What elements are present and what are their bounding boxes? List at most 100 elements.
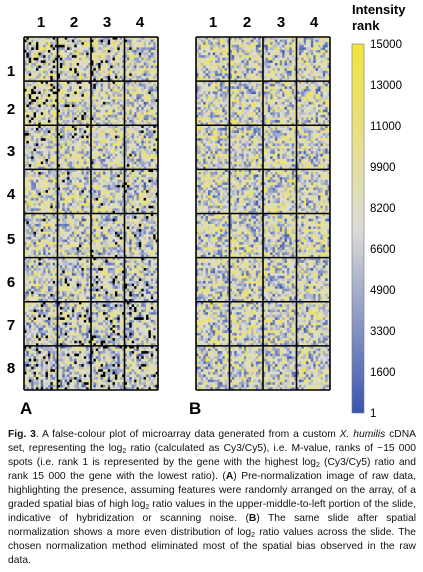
heatmap-cell xyxy=(47,239,51,243)
heatmap-cell xyxy=(150,221,154,225)
heatmap-cell xyxy=(107,151,111,155)
heatmap-cell xyxy=(98,257,101,261)
heatmap-cell xyxy=(126,242,130,245)
heatmap-cell xyxy=(100,190,104,194)
heatmap-cell xyxy=(119,60,123,64)
heatmap-cell xyxy=(35,122,39,126)
heatmap-cell xyxy=(47,161,51,165)
heatmap-cell xyxy=(107,62,111,66)
heatmap-cell xyxy=(74,122,77,126)
heatmap-cell xyxy=(110,65,113,69)
heatmap-cell xyxy=(102,120,106,124)
heatmap-cell xyxy=(67,203,70,207)
heatmap-cell xyxy=(100,187,104,191)
heatmap-cell xyxy=(105,231,109,235)
heatmap-cell xyxy=(55,216,58,220)
heatmap-cell xyxy=(148,192,152,196)
heatmap-cell xyxy=(24,190,27,194)
heatmap-cell xyxy=(40,208,44,212)
heatmap-cell xyxy=(52,156,56,160)
heatmap-cell xyxy=(55,127,58,131)
heatmap-cell xyxy=(38,260,42,264)
heatmap-cell xyxy=(79,109,82,113)
heatmap-cell xyxy=(45,104,49,108)
heatmap-cell xyxy=(47,236,51,240)
heatmap-cell xyxy=(79,133,82,136)
heatmap-cell xyxy=(141,182,144,186)
heatmap-cell xyxy=(131,213,135,217)
heatmap-cell xyxy=(105,133,109,136)
heatmap-cell xyxy=(67,187,70,191)
heatmap-cell xyxy=(81,37,85,40)
heatmap-cell xyxy=(136,239,140,243)
heatmap-cell xyxy=(150,195,154,199)
heatmap-cell xyxy=(112,39,116,43)
heatmap-cell xyxy=(91,190,94,194)
heatmap-cell xyxy=(64,140,68,144)
heatmap-cell xyxy=(126,179,130,183)
heatmap-cell xyxy=(81,125,85,129)
heatmap-cell xyxy=(47,166,51,170)
heatmap-cell xyxy=(52,153,56,157)
heatmap-cell xyxy=(47,39,51,43)
heatmap-cell xyxy=(105,75,109,79)
heatmap-cell xyxy=(28,140,32,144)
heatmap-cell xyxy=(119,117,123,121)
heatmap-cell xyxy=(100,88,104,92)
heatmap-cell xyxy=(134,114,137,118)
heatmap-cell xyxy=(81,226,85,230)
heatmap-cell xyxy=(28,221,32,225)
heatmap-cell xyxy=(79,260,82,264)
heatmap-cell xyxy=(62,166,66,170)
heatmap-cell xyxy=(69,91,73,95)
heatmap-cell xyxy=(83,60,87,64)
heatmap-cell xyxy=(86,221,89,225)
heatmap-cell xyxy=(76,62,80,66)
heatmap-cell xyxy=(98,249,101,253)
heatmap-cell xyxy=(76,55,80,59)
heatmap-cell xyxy=(102,99,106,103)
heatmap-cell xyxy=(79,247,82,251)
heatmap-cell xyxy=(105,171,109,175)
heatmap-cell xyxy=(28,247,32,251)
heatmap-cell xyxy=(40,122,44,126)
heatmap-cell xyxy=(114,252,118,256)
heatmap-cell xyxy=(31,236,34,240)
heatmap-cell xyxy=(102,88,106,92)
heatmap-cell xyxy=(110,81,113,85)
heatmap-cell xyxy=(33,140,37,144)
heatmap-cell xyxy=(47,223,51,227)
heatmap-cell xyxy=(146,203,149,207)
heatmap-cell xyxy=(43,257,46,261)
heatmap-cell xyxy=(146,114,149,118)
heatmap-cell xyxy=(33,133,37,136)
heatmap-cell xyxy=(138,146,142,149)
heatmap-cell xyxy=(55,203,58,207)
heatmap-cell xyxy=(24,130,27,134)
heatmap-cell xyxy=(81,112,85,116)
heatmap-cell xyxy=(98,78,101,82)
heatmap-cell xyxy=(24,112,27,116)
heatmap-cell xyxy=(67,73,70,77)
heatmap-cell xyxy=(129,203,133,207)
heatmap-cell xyxy=(93,143,97,147)
heatmap-cell xyxy=(40,70,44,74)
heatmap-cell xyxy=(79,195,82,199)
heatmap-cell xyxy=(107,242,111,245)
heatmap-cell xyxy=(38,213,42,217)
heatmap-cell xyxy=(100,39,104,43)
heatmap-cell xyxy=(131,171,135,175)
heatmap-cell xyxy=(35,226,39,230)
heatmap-cell xyxy=(88,83,92,87)
heatmap-cell xyxy=(26,239,30,243)
heatmap-cell xyxy=(100,114,104,118)
heatmap-cell xyxy=(129,104,133,108)
heatmap-cell xyxy=(138,200,142,204)
heatmap-cell xyxy=(114,244,118,248)
heatmap-cell xyxy=(107,158,111,162)
heatmap-cell xyxy=(79,169,82,173)
heatmap-cell xyxy=(45,192,49,196)
heatmap-cell xyxy=(55,184,58,188)
heatmap-cell xyxy=(55,213,58,217)
heatmap-cell xyxy=(153,73,156,77)
